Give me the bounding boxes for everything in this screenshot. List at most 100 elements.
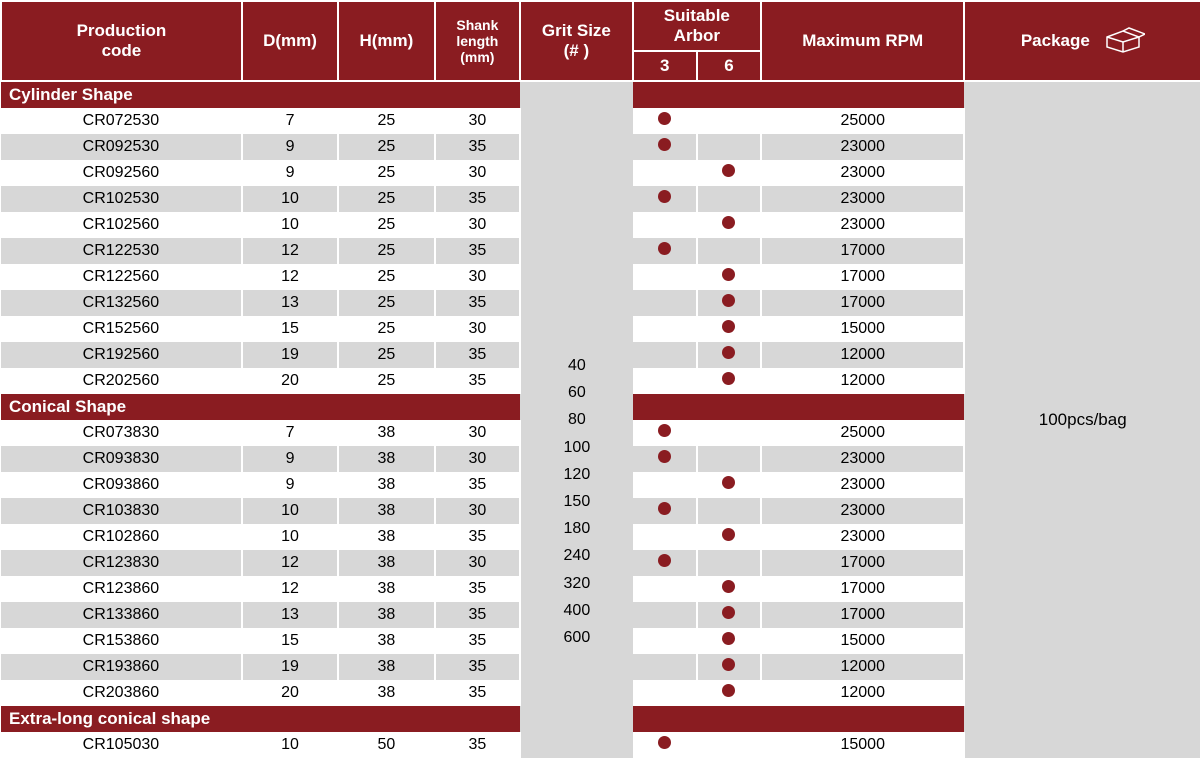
cell-rpm: 25000 <box>761 420 964 446</box>
cell-rpm: 12000 <box>761 368 964 394</box>
cell-shank: 30 <box>435 316 521 342</box>
cell-arbor-6 <box>697 186 761 212</box>
dot-icon <box>722 476 735 489</box>
cell-h: 25 <box>338 342 434 368</box>
grit-size-list: 406080100120150180240320400600 <box>520 81 632 758</box>
cell-code: CR093830 <box>1 446 242 472</box>
cell-h: 38 <box>338 602 434 628</box>
cell-arbor-3 <box>633 134 697 160</box>
cell-arbor-6 <box>697 602 761 628</box>
hdr-arbor-3: 3 <box>633 51 697 81</box>
cell-d: 10 <box>242 212 338 238</box>
cell-code: CR152560 <box>1 316 242 342</box>
cell-shank: 35 <box>435 680 521 706</box>
cell-shank: 30 <box>435 498 521 524</box>
cell-arbor-3 <box>633 576 697 602</box>
cell-shank: 35 <box>435 576 521 602</box>
cell-code: CR102530 <box>1 186 242 212</box>
cell-arbor-6 <box>697 108 761 134</box>
cell-h: 25 <box>338 186 434 212</box>
cell-d: 10 <box>242 732 338 758</box>
cell-arbor-3 <box>633 498 697 524</box>
cell-d: 10 <box>242 524 338 550</box>
cell-shank: 35 <box>435 186 521 212</box>
cell-h: 38 <box>338 550 434 576</box>
cell-shank: 35 <box>435 602 521 628</box>
hdr-arbor-6: 6 <box>697 51 761 81</box>
cell-h: 25 <box>338 316 434 342</box>
cell-arbor-6 <box>697 576 761 602</box>
hdr-code: Productioncode <box>1 1 242 81</box>
cell-shank: 30 <box>435 212 521 238</box>
cell-arbor-3 <box>633 680 697 706</box>
cell-rpm: 15000 <box>761 732 964 758</box>
cell-arbor-3 <box>633 420 697 446</box>
cell-code: CR072530 <box>1 108 242 134</box>
cell-d: 20 <box>242 368 338 394</box>
cell-h: 25 <box>338 160 434 186</box>
cell-h: 38 <box>338 420 434 446</box>
cell-arbor-6 <box>697 264 761 290</box>
cell-arbor-3 <box>633 316 697 342</box>
cell-rpm: 17000 <box>761 264 964 290</box>
cell-rpm: 15000 <box>761 628 964 654</box>
spec-table: Productioncode D(mm) H(mm) Shanklength(m… <box>0 0 1200 758</box>
cell-code: CR122560 <box>1 264 242 290</box>
dot-icon <box>722 632 735 645</box>
section-spacer <box>633 81 761 108</box>
cell-arbor-6 <box>697 680 761 706</box>
cell-arbor-6 <box>697 238 761 264</box>
dot-icon <box>658 190 671 203</box>
cell-code: CR203860 <box>1 680 242 706</box>
section-spacer <box>633 394 761 420</box>
cell-d: 19 <box>242 342 338 368</box>
hdr-package-label: Package <box>1021 30 1090 49</box>
cell-code: CR092530 <box>1 134 242 160</box>
dot-icon <box>658 502 671 515</box>
cell-d: 12 <box>242 264 338 290</box>
cell-rpm: 17000 <box>761 290 964 316</box>
cell-shank: 35 <box>435 342 521 368</box>
cell-d: 15 <box>242 316 338 342</box>
cell-h: 38 <box>338 576 434 602</box>
cell-d: 19 <box>242 654 338 680</box>
cell-rpm: 17000 <box>761 576 964 602</box>
cell-code: CR093860 <box>1 472 242 498</box>
cell-arbor-6 <box>697 628 761 654</box>
dot-icon <box>722 528 735 541</box>
cell-code: CR193860 <box>1 654 242 680</box>
dot-icon <box>722 580 735 593</box>
hdr-rpm: Maximum RPM <box>761 1 964 81</box>
cell-shank: 35 <box>435 472 521 498</box>
cell-code: CR192560 <box>1 342 242 368</box>
cell-rpm: 17000 <box>761 550 964 576</box>
section-spacer <box>633 706 761 732</box>
cell-code: CR123860 <box>1 576 242 602</box>
cell-h: 25 <box>338 212 434 238</box>
cell-h: 38 <box>338 446 434 472</box>
cell-rpm: 23000 <box>761 446 964 472</box>
cell-code: CR105030 <box>1 732 242 758</box>
cell-h: 38 <box>338 498 434 524</box>
cell-h: 25 <box>338 290 434 316</box>
cell-rpm: 23000 <box>761 212 964 238</box>
cell-arbor-3 <box>633 108 697 134</box>
cell-h: 38 <box>338 628 434 654</box>
cell-arbor-3 <box>633 602 697 628</box>
cell-arbor-3 <box>633 472 697 498</box>
section-title: Conical Shape <box>1 394 520 420</box>
cell-d: 10 <box>242 186 338 212</box>
section-spacer <box>761 706 964 732</box>
cell-arbor-3 <box>633 368 697 394</box>
cell-d: 10 <box>242 498 338 524</box>
cell-code: CR153860 <box>1 628 242 654</box>
cell-rpm: 17000 <box>761 238 964 264</box>
cell-rpm: 23000 <box>761 134 964 160</box>
cell-shank: 30 <box>435 264 521 290</box>
cell-shank: 35 <box>435 654 521 680</box>
dot-icon <box>722 606 735 619</box>
cell-code: CR103830 <box>1 498 242 524</box>
cell-arbor-3 <box>633 238 697 264</box>
cell-d: 9 <box>242 446 338 472</box>
hdr-h: H(mm) <box>338 1 434 81</box>
